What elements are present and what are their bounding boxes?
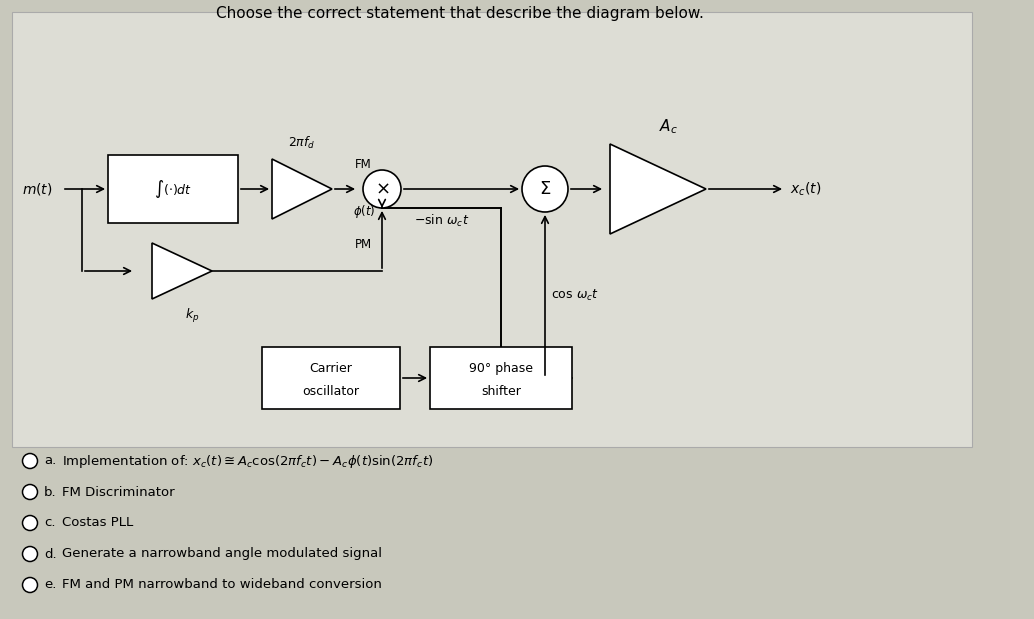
FancyBboxPatch shape	[262, 347, 400, 409]
Text: Implementation of: $x_c(t) \cong A_c\cos(2\pi f_ct) - A_c\phi(t)\sin(2\pi f_ct)$: Implementation of: $x_c(t) \cong A_c\cos…	[62, 452, 433, 469]
Text: a.: a.	[44, 454, 56, 467]
Circle shape	[23, 454, 37, 469]
Text: $2\pi f_d$: $2\pi f_d$	[288, 135, 315, 151]
Circle shape	[23, 578, 37, 592]
Text: FM and PM narrowband to wideband conversion: FM and PM narrowband to wideband convers…	[62, 579, 382, 592]
Text: $\phi(t)$: $\phi(t)$	[353, 203, 375, 220]
Text: Carrier: Carrier	[309, 362, 353, 375]
Text: $A_c$: $A_c$	[659, 117, 677, 136]
Polygon shape	[152, 243, 212, 299]
FancyBboxPatch shape	[108, 155, 238, 223]
Text: FM: FM	[355, 158, 372, 171]
Circle shape	[23, 547, 37, 561]
Text: Generate a narrowband angle modulated signal: Generate a narrowband angle modulated si…	[62, 547, 382, 560]
Text: d.: d.	[44, 547, 57, 560]
Polygon shape	[272, 159, 332, 219]
Text: $\Sigma$: $\Sigma$	[539, 180, 551, 198]
Polygon shape	[610, 144, 706, 234]
Text: $m(t)$: $m(t)$	[22, 181, 53, 197]
Circle shape	[23, 516, 37, 530]
Text: Costas PLL: Costas PLL	[62, 516, 133, 529]
Text: PM: PM	[355, 238, 372, 251]
FancyBboxPatch shape	[12, 12, 972, 447]
Text: b.: b.	[44, 485, 57, 498]
Text: $\int(\cdot)dt$: $\int(\cdot)dt$	[154, 178, 192, 200]
Text: $\cos\,\omega_c t$: $\cos\,\omega_c t$	[551, 287, 599, 303]
Text: shifter: shifter	[481, 385, 521, 398]
Text: $k_p$: $k_p$	[185, 307, 200, 325]
Text: FM Discriminator: FM Discriminator	[62, 485, 175, 498]
Text: $-\sin\,\omega_c t$: $-\sin\,\omega_c t$	[414, 213, 469, 229]
Text: Choose the correct statement that describe the diagram below.: Choose the correct statement that descri…	[216, 6, 704, 21]
Circle shape	[522, 166, 568, 212]
Text: $\times$: $\times$	[374, 180, 390, 198]
Text: e.: e.	[44, 579, 57, 592]
Text: oscillator: oscillator	[303, 385, 360, 398]
Text: c.: c.	[44, 516, 56, 529]
Text: $x_c(t)$: $x_c(t)$	[790, 180, 821, 197]
FancyBboxPatch shape	[430, 347, 572, 409]
Circle shape	[23, 485, 37, 500]
Circle shape	[363, 170, 401, 208]
Text: 90° phase: 90° phase	[469, 362, 533, 375]
